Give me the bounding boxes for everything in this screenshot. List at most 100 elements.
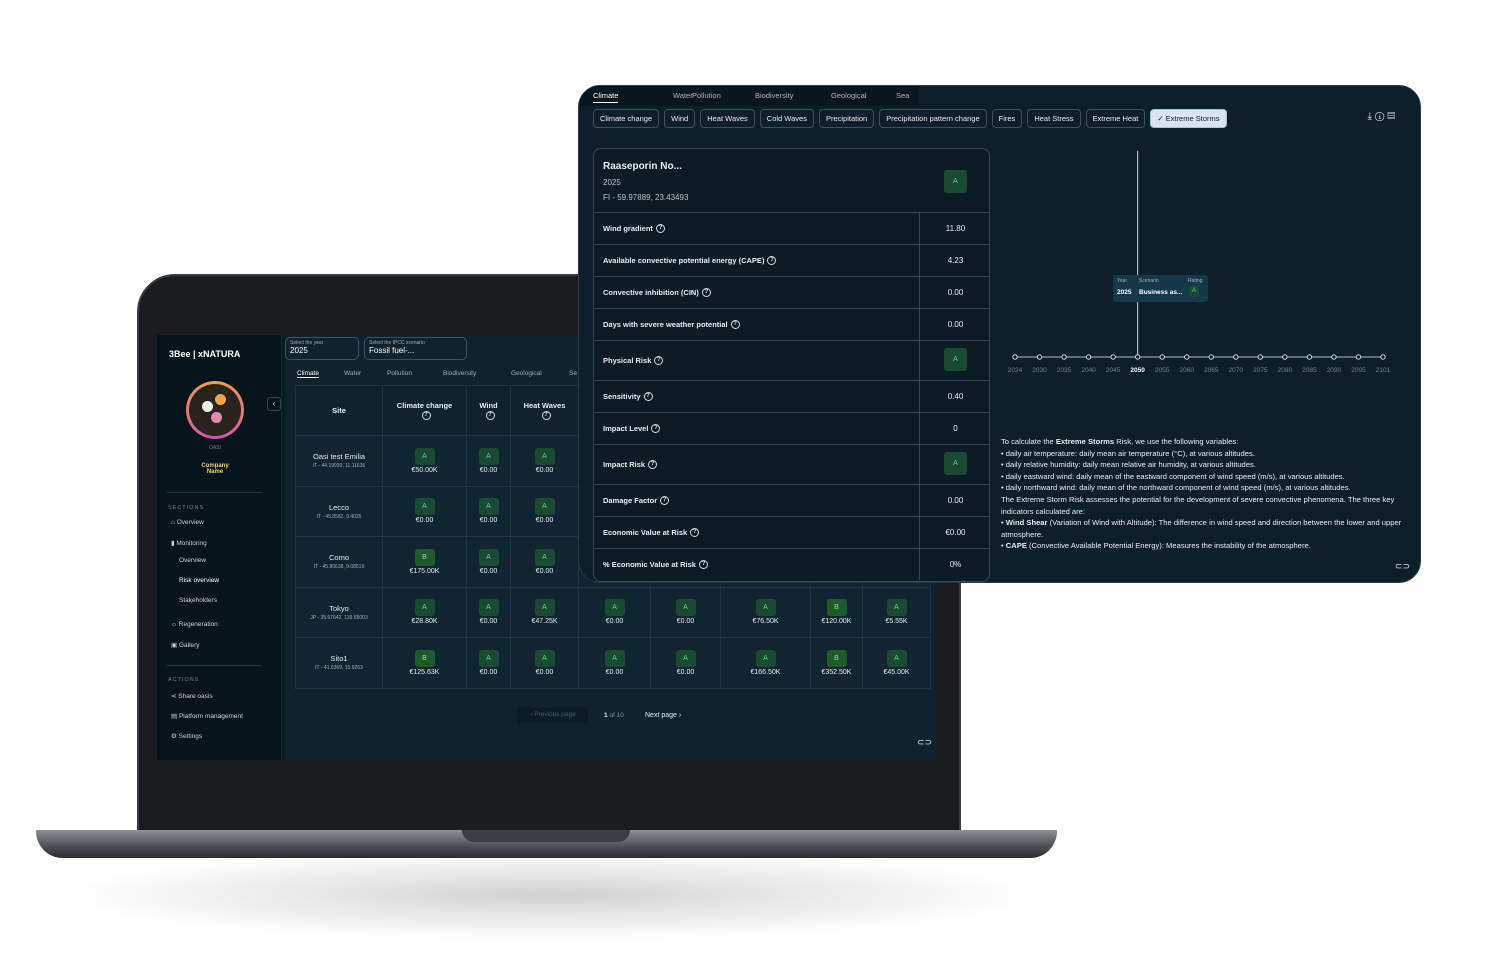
panel-tab[interactable]: Geological (831, 91, 867, 100)
risk-cell: A €166.50K (720, 637, 811, 689)
timeline-point[interactable] (1085, 354, 1092, 360)
help-icon[interactable]: ? (701, 288, 711, 297)
timeline-year-label[interactable]: 2024 (1008, 367, 1023, 374)
tab-water[interactable]: Water (344, 370, 362, 377)
scenario-select[interactable]: Select the IPCC scenario Fossil fuel-... (364, 337, 467, 360)
timeline-point[interactable] (1355, 354, 1362, 360)
help-icon[interactable]: ? (698, 560, 708, 569)
nav-regeneration[interactable]: ☼ Regeneration (171, 621, 218, 628)
nav-gallery[interactable]: ▣ Gallery (171, 642, 200, 649)
next-page-button[interactable]: Next page › (645, 712, 682, 719)
help-icon[interactable]: ? (651, 424, 661, 433)
timeline-year-label[interactable]: 2035 (1057, 367, 1072, 374)
timeline-year-label[interactable]: 2095 (1351, 367, 1366, 374)
metric-label: Economic Value at Risk (603, 528, 688, 537)
book-icon[interactable]: ▤ (1387, 111, 1398, 122)
metric-row: Sensitivity? 0.40 (594, 380, 989, 412)
timeline-year-label[interactable]: 2045 (1106, 367, 1121, 374)
link-icon[interactable]: ⊂⊃ (1394, 561, 1410, 571)
tab-sea[interactable]: Se (569, 370, 577, 377)
risk-cell: A €0.00 (578, 586, 651, 638)
nav-risk-overview[interactable]: Risk overview (179, 577, 220, 584)
help-icon[interactable]: ? (730, 320, 740, 329)
risk-chip[interactable]: Fires (991, 109, 1023, 128)
timeline-point[interactable] (1134, 354, 1141, 360)
risk-chip[interactable]: Cold Waves (759, 109, 814, 128)
settings[interactable]: ⚙ Settings (171, 733, 203, 740)
timeline-point[interactable] (1306, 354, 1313, 360)
panel-tab[interactable]: Pollution (692, 91, 721, 100)
nav-monitoring[interactable]: ▮ Monitoring (171, 540, 207, 547)
timeline-point[interactable] (1184, 354, 1190, 360)
collapse-sidebar-button[interactable]: ‹ (267, 397, 281, 411)
timeline-point[interactable] (1257, 354, 1264, 360)
timeline-year-label[interactable]: 2090 (1327, 367, 1342, 374)
risk-chip[interactable]: ✓ Extreme Storms (1150, 109, 1227, 128)
metric-value: 4.23 (947, 256, 964, 265)
previous-page-button[interactable]: ‹ Previous page (518, 707, 588, 723)
help-icon[interactable]: ? (690, 528, 700, 537)
timeline-year-label[interactable]: 2075 (1253, 367, 1268, 374)
platform-management[interactable]: ▤ Platform management (171, 713, 243, 720)
timeline-point[interactable] (1380, 354, 1386, 360)
timeline-year-label[interactable]: 2065 (1204, 367, 1219, 374)
timeline-year-label[interactable]: 2040 (1081, 367, 1096, 374)
table-row[interactable]: Tokyo JP - 35.67642, 139.65003 A €28.80K A €0… (295, 586, 931, 638)
risk-chip[interactable]: Extreme Heat (1085, 109, 1146, 128)
risk-cell: A €0.00 (650, 586, 721, 638)
timeline-year-label[interactable]: 2060 (1179, 367, 1194, 374)
risk-chip[interactable]: Precipitation (818, 109, 875, 128)
help-icon[interactable]: ? (421, 410, 431, 420)
timeline-point[interactable] (1159, 354, 1165, 360)
help-icon[interactable]: ? (643, 392, 653, 401)
help-icon[interactable]: ? (655, 224, 665, 233)
timeline-point[interactable] (1208, 354, 1214, 360)
tab-pollution[interactable]: Pollution (387, 370, 412, 377)
risk-cell: A €0.00 (510, 485, 579, 537)
risk-chip[interactable]: Wind (664, 109, 696, 128)
timeline-year-label[interactable]: 2085 (1302, 367, 1317, 374)
laptop-shadow (60, 850, 1040, 940)
value-at-risk: €175.00K (409, 567, 440, 575)
help-icon[interactable]: ? (485, 410, 495, 420)
timeline-point[interactable] (1282, 354, 1288, 360)
tab-biodiversity[interactable]: Biodiversity (443, 370, 477, 377)
risk-chip[interactable]: Precipitation pattern change (879, 109, 987, 128)
help-icon[interactable]: ? (541, 410, 551, 420)
value-at-risk: €0.00 (535, 466, 554, 474)
risk-chip[interactable]: Heat Stress (1027, 109, 1081, 128)
download-icon[interactable]: ⤓ (1367, 111, 1376, 122)
timeline-year-label[interactable]: 2050 (1130, 367, 1145, 374)
timeline-year-label[interactable]: 2080 (1278, 367, 1293, 374)
risk-chip[interactable]: Climate change (593, 109, 660, 128)
timeline-point[interactable] (1012, 354, 1018, 360)
timeline-point[interactable] (1036, 354, 1043, 360)
timeline-point[interactable] (1061, 354, 1067, 360)
panel-tab[interactable]: Climate (593, 91, 619, 103)
share-oasis[interactable]: ⋖ Share oasis (171, 693, 213, 700)
timeline-year-label[interactable]: 2070 (1229, 367, 1244, 374)
panel-tab[interactable]: Water (673, 91, 693, 100)
help-icon[interactable]: ⓘ (1375, 111, 1388, 122)
risk-chip[interactable]: Heat Waves (700, 109, 755, 128)
tab-geological[interactable]: Geological (511, 370, 542, 377)
nav-monitoring-overview[interactable]: Overview (179, 557, 207, 564)
timeline-point[interactable] (1233, 354, 1239, 360)
help-icon[interactable]: ? (660, 496, 670, 505)
nav-overview[interactable]: ⌂ Overview (171, 519, 204, 526)
timeline-point[interactable] (1331, 354, 1337, 360)
link-icon[interactable]: ⊂⊃ (917, 737, 933, 747)
panel-tab[interactable]: Biodiversity (755, 91, 794, 100)
help-icon[interactable]: ? (654, 356, 664, 365)
tab-climate[interactable]: Climate (297, 370, 320, 378)
panel-tab[interactable]: Sea (896, 91, 910, 100)
timeline-year-label[interactable]: 2030 (1032, 367, 1047, 374)
help-icon[interactable]: ? (648, 460, 658, 469)
year-select[interactable]: Select the year 2025 (285, 337, 359, 360)
timeline-year-label[interactable]: 2055 (1155, 367, 1170, 374)
timeline-point[interactable] (1110, 354, 1116, 360)
timeline-year-label[interactable]: 2101 (1376, 367, 1391, 374)
table-row[interactable]: Sito1 IT - 41.6369, 15.9263 B €125.63K A €0.0… (295, 637, 931, 689)
nav-stakeholders[interactable]: Stakeholders (179, 597, 217, 604)
help-icon[interactable]: ? (767, 256, 777, 265)
